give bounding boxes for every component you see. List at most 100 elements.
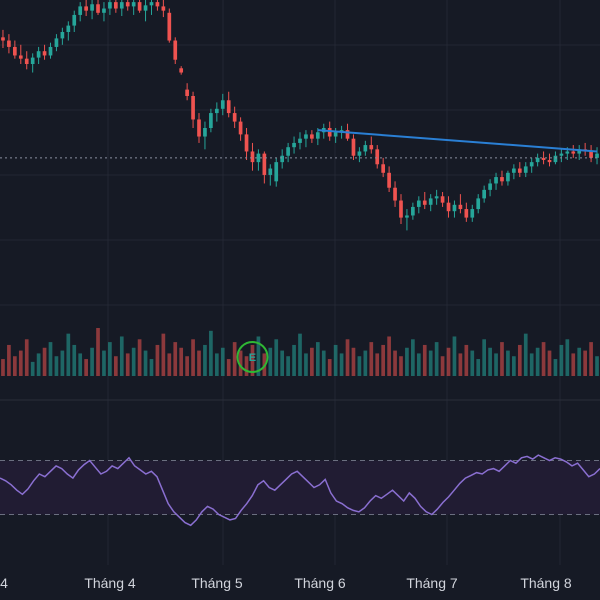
candle-body [262,153,267,175]
x-tick-label: Tháng 4 [84,575,136,591]
volume-bar [30,361,35,376]
candle-body [422,200,427,205]
candle-body [393,187,397,201]
candle-body [440,196,445,203]
time-axis: 4 Tháng 4 Tháng 5 Tháng 6 Tháng 7 Tháng 8 [0,575,572,591]
candle-body [108,2,112,9]
candle [589,145,593,163]
volume-bar [440,356,445,376]
candle-body [416,200,421,207]
candle [286,142,290,163]
candle [24,51,29,70]
candle [161,0,166,18]
volume-bar [173,342,178,376]
candle [209,108,213,133]
candle-body [357,151,362,156]
volume-bar [179,347,184,376]
candle [7,34,11,54]
candle [476,194,481,214]
volume-bar [60,350,65,376]
candle [96,0,100,15]
candle [60,27,65,45]
candle [381,157,386,178]
candle [143,0,148,22]
candle-body [179,68,184,73]
candle [108,0,112,15]
candle [571,145,576,158]
candle [482,185,486,203]
volume-bar [131,347,136,376]
candle-body [131,2,136,7]
volume-bar [434,342,439,376]
volume-bar [464,344,469,376]
candle-body [161,6,166,11]
volume-bar [137,339,142,376]
volume-bar [274,339,279,376]
candle [440,192,445,207]
grid-layer [0,0,600,565]
candle [119,0,124,16]
volume-bar [298,333,302,376]
candle-body [13,46,17,56]
candle [458,194,463,214]
volume-bar [553,359,558,376]
candle [197,113,201,143]
rsi-line [0,454,600,527]
candle [399,194,403,224]
volume-bar [250,344,255,376]
candle [541,151,546,165]
candle [203,121,207,150]
candle-body [375,149,380,165]
x-tick-label: 4 [0,575,8,591]
trendline[interactable] [317,129,598,153]
candle [42,44,47,60]
candle-body [304,134,308,139]
volume-bar [220,347,225,376]
volume-bar [102,350,106,376]
candle-body [102,8,106,13]
candle [369,136,374,154]
candle [226,91,231,118]
volume-bar [333,344,338,376]
candle [464,202,469,222]
candle [1,29,5,48]
candle [517,162,522,178]
volume-bar [66,333,71,376]
volume-bar [416,353,421,376]
candle-body [30,57,35,64]
candle [535,153,540,167]
candle [13,40,17,59]
candle-body [280,155,285,163]
candle-body [446,202,451,212]
candle-body [24,58,29,64]
candle-body [500,177,504,182]
candle-body [559,153,564,156]
volume-bar [411,339,415,376]
candle [131,0,136,15]
candle [333,128,338,143]
volume-bar [24,339,29,376]
candle [244,128,249,160]
candle-body [363,145,368,152]
candle [363,140,368,156]
volume-bar [577,347,582,376]
candle [268,164,273,186]
candle [523,162,528,178]
candle-body [54,38,59,47]
candle-body [18,55,23,59]
candle [238,117,243,141]
volume-bar [203,344,207,376]
candle [422,192,427,210]
candle-body [72,14,77,26]
volume-bar [96,328,100,376]
volume-bar [209,330,213,376]
candle-body [214,108,219,114]
volume-pane [1,328,599,376]
candle [179,66,184,75]
volume-bar [197,350,201,376]
candle-body [327,128,332,137]
candle [488,179,492,197]
candle-body [494,177,498,184]
candle [274,157,279,187]
candle [434,189,439,205]
